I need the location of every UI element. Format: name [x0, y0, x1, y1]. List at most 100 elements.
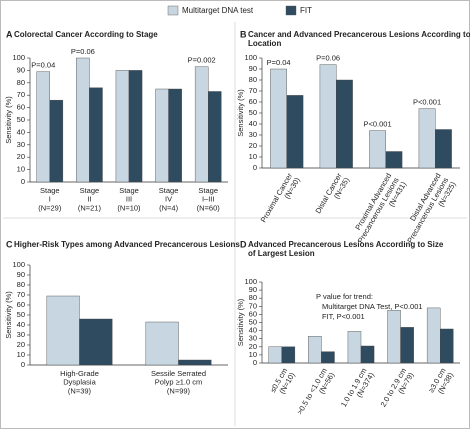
- legend-label: FIT: [300, 6, 312, 15]
- y-tick-label: 30: [17, 140, 25, 149]
- y-tick-label: 100: [244, 277, 257, 286]
- legend-swatch: [285, 5, 297, 16]
- panel-letter: B: [240, 29, 247, 39]
- panel-title: Higher-Risk Types among Advanced Precanc…: [14, 240, 240, 249]
- y-tick-label: 70: [249, 301, 257, 310]
- y-tick-label: 20: [17, 340, 25, 349]
- bar: [89, 87, 103, 183]
- bar: [115, 70, 130, 183]
- y-tick-label: 50: [249, 317, 257, 326]
- y-tick-label: 10: [17, 165, 25, 174]
- y-tick-label: 60: [17, 300, 25, 309]
- p-value: P=0.04: [267, 58, 291, 67]
- bar: [336, 79, 353, 169]
- y-tick-label: 20: [17, 152, 25, 161]
- x-tick-label: >0.5 to <1.0 cm(N=56): [295, 366, 337, 420]
- y-tick-label: 80: [249, 293, 257, 302]
- bar: [369, 130, 386, 169]
- bar: [435, 129, 452, 169]
- y-tick-label: 40: [17, 127, 25, 136]
- panel-title: Colorectal Cancer According to Stage: [14, 30, 158, 39]
- bar: [49, 99, 64, 183]
- bar: [168, 88, 182, 183]
- panel-title: Cancer and Advanced Precancerous Lesions…: [248, 30, 470, 48]
- x-tick-label: Distal AdvancedPrecancerous Lesions(N=32…: [398, 171, 458, 249]
- y-tick-label: 70: [17, 90, 25, 99]
- bar: [319, 64, 337, 169]
- y-tick-label: 40: [249, 326, 257, 335]
- bar: [360, 345, 375, 364]
- y-tick-label: 30: [249, 334, 257, 343]
- bar: [128, 70, 143, 183]
- y-tick-label: 0: [21, 360, 25, 369]
- bar: [347, 331, 362, 364]
- legend-label: Multitarget DNA test: [182, 6, 254, 15]
- annotation: P value for trend:: [316, 292, 373, 301]
- x-tick-label: Proximal Cancer(N=30): [259, 171, 302, 228]
- x-tick-label: Stage I (N=29): [38, 186, 62, 212]
- panel-title: Advanced Precancerous Lesions According …: [248, 240, 444, 258]
- y-tick-label: 30: [249, 130, 257, 139]
- bar: [268, 346, 282, 364]
- y-tick-label: 0: [253, 163, 257, 172]
- bar: [79, 318, 113, 366]
- y-axis-label: Sensitivity (%): [236, 89, 245, 137]
- y-tick-label: 50: [17, 310, 25, 319]
- x-tick-label: Stage IV (N=4): [159, 186, 179, 212]
- x-tick-label: Distal Cancer(N=35): [313, 171, 351, 219]
- p-value: P=0.06: [71, 47, 95, 56]
- y-tick-label: 20: [249, 141, 257, 150]
- y-tick-label: 90: [17, 65, 25, 74]
- p-value: P=0.002: [188, 56, 216, 65]
- y-tick-label: 100: [12, 260, 25, 269]
- bar: [426, 307, 441, 364]
- y-tick-label: 50: [17, 115, 25, 124]
- bar: [418, 108, 436, 169]
- y-tick-label: 90: [249, 64, 257, 73]
- y-axis-label: Sensitivity (%): [4, 96, 13, 144]
- y-tick-label: 100: [244, 53, 257, 62]
- y-tick-label: 40: [17, 320, 25, 329]
- p-value: P<0.001: [413, 98, 441, 107]
- panel-letter: D: [240, 239, 247, 249]
- y-tick-label: 60: [17, 103, 25, 112]
- x-tick-label: Stage II (N=21): [78, 186, 102, 212]
- y-tick-label: 90: [249, 285, 257, 294]
- bar: [286, 95, 304, 169]
- y-tick-label: 10: [249, 152, 257, 161]
- y-tick-label: 80: [17, 78, 25, 87]
- bar: [308, 336, 322, 364]
- bar: [76, 57, 90, 183]
- x-tick-label: ≤0.5 cm(N=10): [268, 366, 297, 398]
- bar: [387, 310, 401, 364]
- y-tick-label: 0: [21, 177, 25, 186]
- y-tick-label: 100: [12, 53, 25, 62]
- p-value: P=0.04: [31, 61, 55, 70]
- y-tick-label: 70: [17, 290, 25, 299]
- y-tick-label: 90: [17, 270, 25, 279]
- y-tick-label: 0: [253, 358, 257, 367]
- y-tick-label: 80: [249, 75, 257, 84]
- legend-swatch: [167, 5, 179, 16]
- bar: [145, 321, 179, 366]
- x-tick-label: Sessile Serrated Polyp ≥1.0 cm (N=99): [151, 369, 206, 395]
- x-tick-label: Proximal AdvancedPrecancerous Lesions(N=…: [348, 171, 408, 249]
- x-tick-label: High-Grade Dysplasia (N=39): [60, 369, 99, 395]
- x-tick-label: Stage I–III (N=60): [197, 186, 221, 212]
- y-tick-label: 80: [17, 280, 25, 289]
- bar: [270, 68, 287, 169]
- y-axis-label: Sensitivity (%): [4, 291, 13, 339]
- y-axis-label: Sensitivity (%): [236, 298, 245, 346]
- bar: [385, 151, 403, 169]
- y-tick-label: 40: [249, 119, 257, 128]
- bar: [400, 327, 414, 364]
- x-tick-label: 2.0 to 2.9 cm(N=79): [379, 366, 416, 413]
- y-tick-label: 50: [249, 108, 257, 117]
- annotation: Multitarget DNA Test, P<0.001: [322, 302, 423, 311]
- y-tick-label: 20: [249, 342, 257, 351]
- annotation: FIT, P<0.001: [322, 312, 365, 321]
- panel-letter: A: [6, 29, 13, 39]
- bar: [281, 346, 296, 364]
- y-tick-label: 10: [17, 350, 25, 359]
